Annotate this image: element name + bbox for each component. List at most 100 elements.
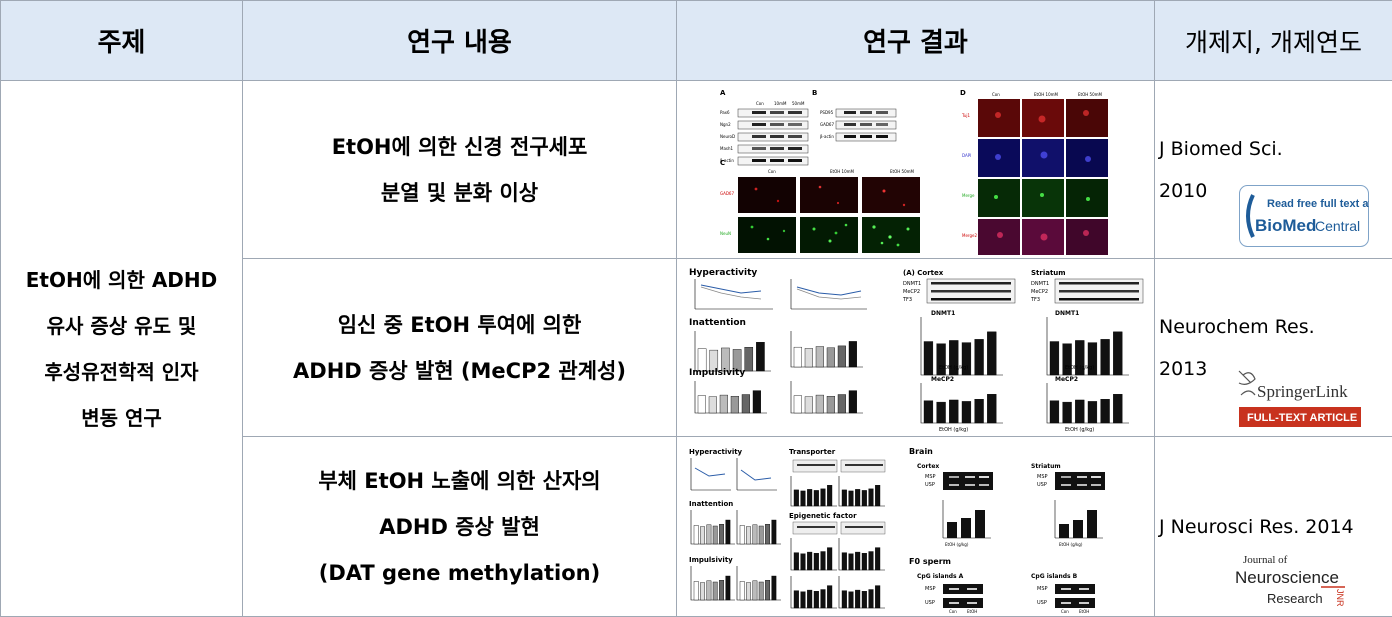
chart-bar xyxy=(746,526,750,543)
chart-title: Impulsivity xyxy=(689,368,745,378)
svg-text:BioMed: BioMed xyxy=(1255,216,1316,235)
jnr-logo[interactable]: Journal of Neuroscience Research JNR xyxy=(1233,549,1349,611)
chart-bar xyxy=(814,553,819,570)
chart-bar xyxy=(868,589,873,607)
chart-bar xyxy=(753,390,761,412)
svg-text:Con: Con xyxy=(949,609,957,614)
lane-label: 10mM xyxy=(774,101,787,106)
header-content: 연구 내용 xyxy=(243,1,677,81)
topic-line: 후성유전학적 인자 xyxy=(1,349,242,395)
journal-name: Neurochem Res. xyxy=(1159,306,1392,348)
journal-name: J Neurosci Res. 2014 xyxy=(1159,506,1392,548)
chart-bar xyxy=(756,342,764,371)
chart-bar xyxy=(1113,394,1122,423)
chart-bar xyxy=(752,580,756,599)
svg-text:USP: USP xyxy=(1037,482,1047,488)
svg-text:MeCP2: MeCP2 xyxy=(903,289,920,295)
region-label: CpG islands B xyxy=(1031,573,1078,580)
chart-bar xyxy=(816,346,824,366)
chart-bar xyxy=(820,589,825,607)
chart-bar xyxy=(700,526,704,543)
chart-bar xyxy=(848,591,853,607)
chart-bar xyxy=(848,553,853,569)
bar-chart xyxy=(691,566,781,600)
chart-bar xyxy=(800,490,805,505)
chart-bar xyxy=(765,580,769,600)
chart-bar xyxy=(713,526,717,544)
chart-title: Transporter xyxy=(789,448,836,456)
row-label: Tuj1 xyxy=(961,113,970,118)
micrograph-c: Con EtOH 10mM EtOH 50mM GAD67 NeuN xyxy=(720,169,920,253)
chart-bar xyxy=(814,591,819,608)
col-label: EtOH 50mM xyxy=(890,169,915,174)
svg-text:FULL-TEXT ARTICLE: FULL-TEXT ARTICLE xyxy=(1247,412,1357,424)
chart-bar xyxy=(936,402,945,423)
figure-prenatal-etoh: Hyperactivity Inattention Impulsivity (A… xyxy=(681,263,1151,433)
svg-text:EtOH (g/kg): EtOH (g/kg) xyxy=(1059,542,1083,547)
chart-bar xyxy=(962,401,971,423)
chart-bar xyxy=(731,396,739,413)
bar-chart xyxy=(791,476,885,506)
region-label: CpG islands A xyxy=(917,573,964,580)
content-line: 분열 및 분화 이상 xyxy=(243,170,676,216)
journal-cell: Neurochem Res. 2013 SpringerLink FULL-TE… xyxy=(1155,259,1392,437)
chart-bar xyxy=(746,582,750,599)
panel-label: A xyxy=(720,89,726,97)
chart-bar xyxy=(794,347,802,367)
chart-bar xyxy=(706,580,710,599)
col-label: EtOH 10mM xyxy=(1034,92,1059,97)
svg-text:Research: Research xyxy=(1267,591,1323,606)
chart-bar xyxy=(700,582,704,599)
lane-label: Con xyxy=(756,101,764,106)
chart-bar xyxy=(842,489,847,505)
content-line: 임신 중 EtOH 투여에 의한 xyxy=(243,302,676,348)
chart-bar xyxy=(740,525,744,544)
chart-bar xyxy=(720,395,728,413)
svg-text:Central: Central xyxy=(1315,218,1360,234)
svg-text:SpringerLink: SpringerLink xyxy=(1257,382,1348,401)
chart-bar xyxy=(875,485,880,506)
svg-text:MSP: MSP xyxy=(1037,586,1048,592)
biomed-central-logo[interactable]: Read free full text at BioMed Central xyxy=(1239,185,1369,247)
chart-bar xyxy=(827,347,835,366)
chart-bar xyxy=(1100,399,1109,423)
content-line: 부체 EtOH 노출에 의한 산자의 xyxy=(243,458,676,504)
chart-bar xyxy=(924,341,933,374)
chart-title: Hyperactivity xyxy=(689,448,743,456)
svg-text:EtOH (g/kg): EtOH (g/kg) xyxy=(1065,427,1094,433)
chart-bar xyxy=(868,488,873,505)
chart-bar xyxy=(842,590,847,607)
journal-cell: J Biomed Sci. 2010 Read free full text a… xyxy=(1155,81,1392,259)
svg-text:EtOH (g/kg): EtOH (g/kg) xyxy=(1065,365,1094,371)
springerlink-logo[interactable]: SpringerLink FULL-TEXT ARTICLE xyxy=(1233,365,1363,431)
chart-bar xyxy=(742,394,750,412)
chart-bar xyxy=(827,585,832,607)
content-line: ADHD 증상 발현 (MeCP2 관계성) xyxy=(243,348,676,394)
svg-text:Journal of: Journal of xyxy=(1243,554,1288,566)
bar-chart xyxy=(921,383,1129,423)
chart-bar xyxy=(759,582,763,600)
bar-chart xyxy=(791,538,885,608)
col-label: Con xyxy=(768,169,776,174)
content-line: ADHD 증상 발현 xyxy=(243,504,676,550)
chart-bar xyxy=(719,580,723,600)
chart-bar xyxy=(848,490,853,505)
chart-bar xyxy=(800,591,805,607)
chart-bar xyxy=(805,396,813,412)
chart-bar xyxy=(974,339,983,375)
chart-bar xyxy=(794,395,802,412)
chart-bar xyxy=(1050,341,1059,374)
chart-bar xyxy=(862,591,867,608)
svg-text:EtOH (g/kg): EtOH (g/kg) xyxy=(939,365,968,371)
result-cell: A Con 10mM 50mM Pax6 Ngn2 NeuroD xyxy=(677,81,1155,259)
region-label: Cortex xyxy=(917,463,939,470)
col-label: Con xyxy=(992,92,1000,97)
chart-bar xyxy=(842,552,847,569)
chart-bar xyxy=(794,489,799,505)
region-label: Striatum xyxy=(1031,463,1061,470)
chart-bar xyxy=(820,551,825,569)
table-row: EtOH에 의한 ADHD 유사 증상 유도 및 후성유전학적 인자 변동 연구… xyxy=(1,81,1392,259)
svg-text:DNMT1: DNMT1 xyxy=(1055,310,1079,317)
header-topic: 주제 xyxy=(1,1,243,81)
